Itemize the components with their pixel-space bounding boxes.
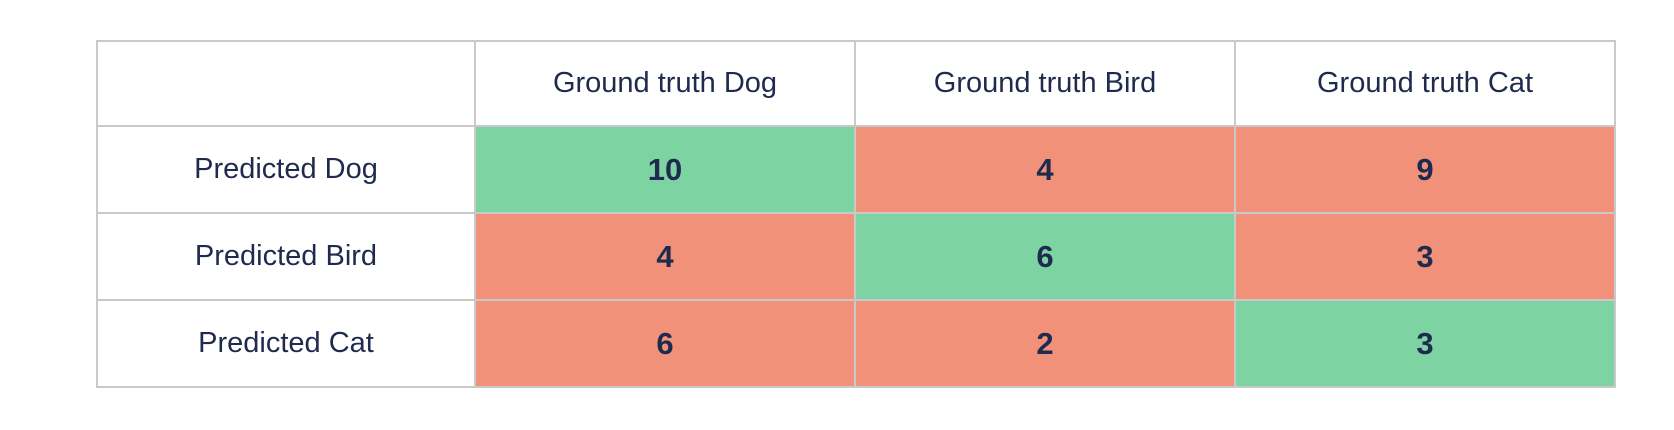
row-header-predicted-cat: Predicted Cat [96,299,476,388]
row-header-predicted-dog: Predicted Dog [96,125,476,214]
column-header-ground-truth-cat: Ground truth Cat [1234,40,1616,127]
matrix-cell-cat-cat: 3 [1234,299,1616,388]
matrix-cell-dog-dog: 10 [474,125,856,214]
matrix-cell-bird-bird: 6 [854,212,1236,301]
matrix-cell-dog-cat: 9 [1234,125,1616,214]
confusion-matrix-table: Ground truth Dog Ground truth Bird Groun… [96,40,1616,388]
header-row: Ground truth Dog Ground truth Bird Groun… [96,40,1616,127]
matrix-cell-bird-dog: 4 [474,212,856,301]
matrix-cell-cat-dog: 6 [474,299,856,388]
row-header-predicted-bird: Predicted Bird [96,212,476,301]
table-row-predicted-bird: Predicted Bird 4 6 3 [96,212,1616,301]
corner-cell [96,40,476,127]
matrix-cell-dog-bird: 4 [854,125,1236,214]
table-row-predicted-cat: Predicted Cat 6 2 3 [96,299,1616,388]
matrix-cell-cat-bird: 2 [854,299,1236,388]
column-header-ground-truth-bird: Ground truth Bird [854,40,1236,127]
matrix-cell-bird-cat: 3 [1234,212,1616,301]
column-header-ground-truth-dog: Ground truth Dog [474,40,856,127]
confusion-matrix: Ground truth Dog Ground truth Bird Groun… [96,40,1616,388]
table-row-predicted-dog: Predicted Dog 10 4 9 [96,125,1616,214]
